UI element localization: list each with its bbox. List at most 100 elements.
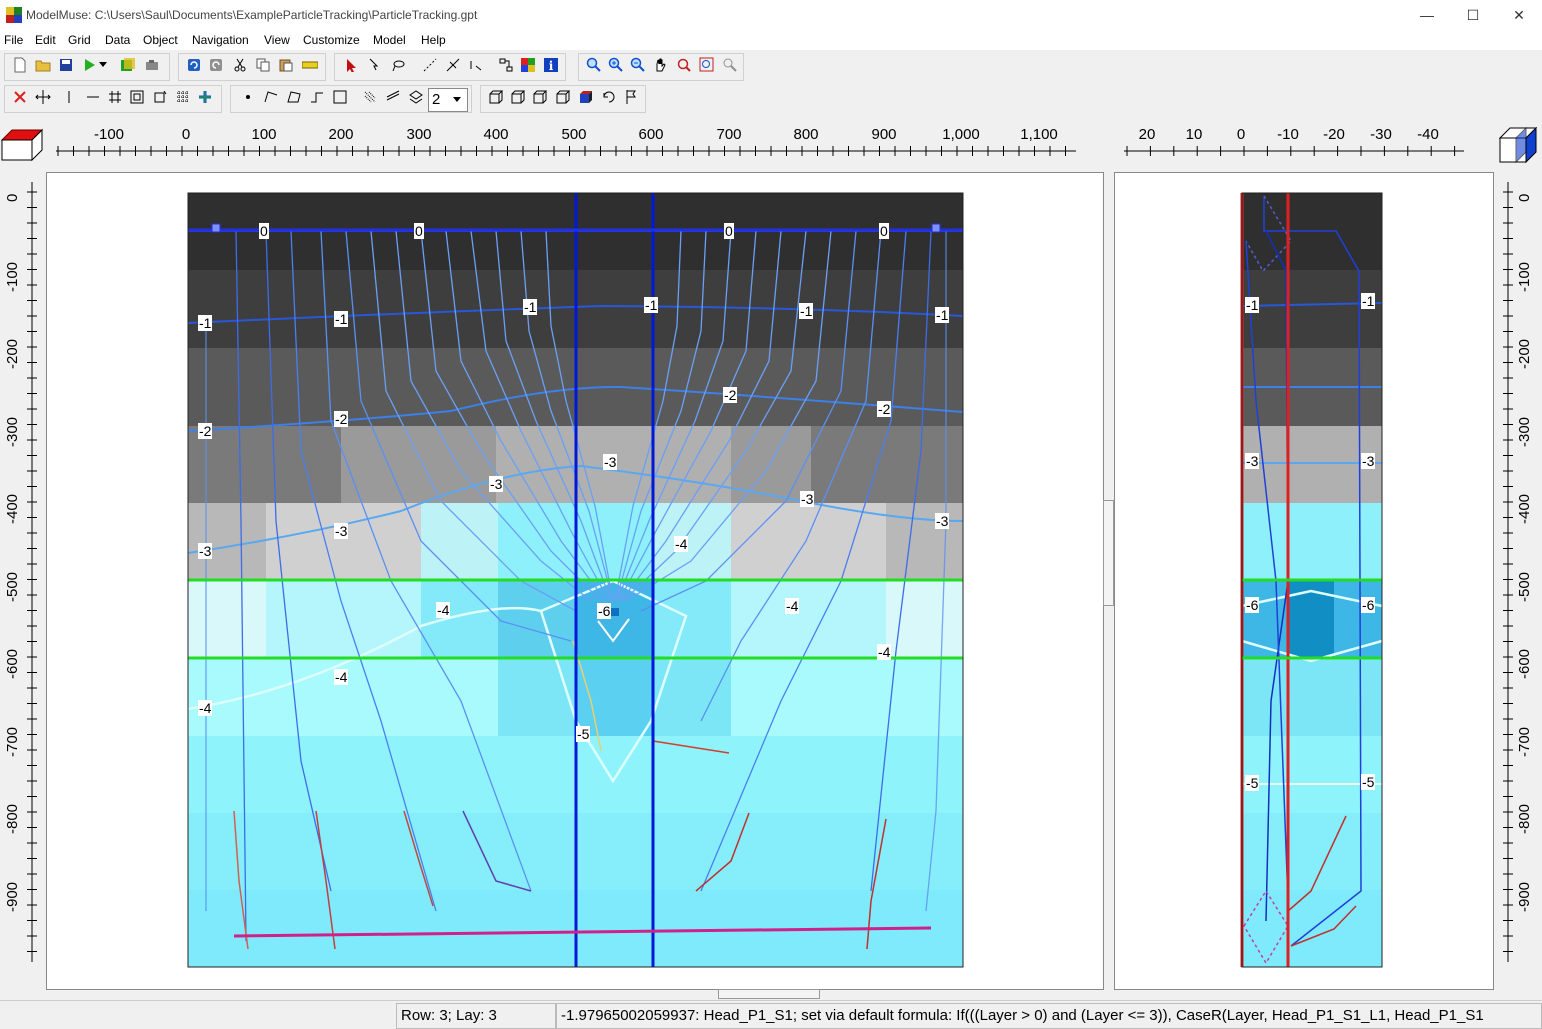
delete-grid-line-button[interactable] <box>9 86 31 108</box>
view-splitter[interactable] <box>1103 500 1114 606</box>
cut-button[interactable] <box>229 54 251 76</box>
open-file-button[interactable] <box>32 54 54 76</box>
select-point-button[interactable] <box>364 54 386 76</box>
side-view-button[interactable] <box>529 86 551 108</box>
side-view-canvas[interactable] <box>1115 173 1493 989</box>
bottom-splitter[interactable] <box>718 989 820 999</box>
ruler-label: 100 <box>251 126 277 143</box>
layer-spin-box[interactable]: 2 <box>428 88 468 112</box>
lasso-button[interactable] <box>387 54 409 76</box>
3d-view-button[interactable] <box>552 86 574 108</box>
save-button[interactable] <box>55 54 77 76</box>
smooth-grid-button[interactable] <box>172 86 194 108</box>
insert-vertex-icon <box>423 58 437 72</box>
rotate-view-button[interactable] <box>598 86 620 108</box>
side-view-cube-indicator[interactable] <box>1494 118 1540 170</box>
ruler-label: -700 <box>1516 726 1533 757</box>
top-view-button[interactable] <box>485 86 507 108</box>
menu-customize[interactable]: Customize <box>303 33 360 47</box>
add-grid-button[interactable] <box>194 86 216 108</box>
zoom-disabled-button[interactable] <box>719 54 741 76</box>
restore-view-button[interactable] <box>696 54 718 76</box>
create-line-button[interactable] <box>260 86 282 108</box>
flag-button[interactable] <box>621 86 643 108</box>
undo-button[interactable] <box>183 54 205 76</box>
close-icon: ✕ <box>1513 6 1525 23</box>
vertex-handle[interactable] <box>211 223 221 233</box>
menu-view[interactable]: View <box>264 33 290 47</box>
side-view-panel[interactable]: -1 -1 -3 -3 -6 -6 -5 -5 <box>1114 172 1494 990</box>
smooth-grid-icon <box>177 91 189 103</box>
pan-button[interactable] <box>650 54 672 76</box>
menu-data[interactable]: Data <box>105 33 131 47</box>
menu-grid[interactable]: Grid <box>68 33 91 47</box>
move-grid-line-button[interactable] <box>32 86 54 108</box>
menu-edit[interactable]: Edit <box>35 33 56 47</box>
edit-toolbar <box>178 53 326 81</box>
selection-toolbar: i <box>334 53 566 81</box>
select-cells-button[interactable] <box>359 86 381 108</box>
cells-icon <box>364 91 376 103</box>
zoom-in-button[interactable] <box>605 54 627 76</box>
top-ruler: -100 0 100 200 300 400 500 600 700 800 9… <box>46 118 1102 168</box>
insert-vertex-button[interactable] <box>419 54 441 76</box>
paste-button[interactable] <box>275 54 297 76</box>
minimize-button[interactable]: — <box>1404 0 1450 30</box>
contour-label: -1 <box>334 311 349 327</box>
redo-button[interactable] <box>205 54 227 76</box>
front-view-panel[interactable]: 0 0 0 0 -1 -1 -1 -1 -1 -1 -2 -2 -2 -2 -3… <box>46 172 1104 990</box>
model-viewer-button[interactable] <box>141 54 163 76</box>
run-model-button[interactable] <box>79 54 101 76</box>
edit-objects-button[interactable] <box>495 54 517 76</box>
add-vertical-line-button[interactable] <box>58 86 80 108</box>
front-view-cube-indicator[interactable] <box>0 118 46 170</box>
ruler-label: 900 <box>871 126 897 143</box>
magenta-object-line[interactable] <box>233 926 932 938</box>
create-point-button[interactable] <box>237 86 259 108</box>
select-objects-button[interactable] <box>341 54 363 76</box>
rotate-grid-button[interactable] <box>149 86 171 108</box>
new-file-button[interactable] <box>9 54 31 76</box>
export-model-button[interactable] <box>117 54 139 76</box>
color-grid-button[interactable] <box>517 54 539 76</box>
zoom-extents-button[interactable] <box>673 54 695 76</box>
run-dropdown-button[interactable] <box>97 54 109 76</box>
maximize-button[interactable]: ☐ <box>1450 0 1496 30</box>
rearrange-button[interactable] <box>465 54 487 76</box>
contour-label: -1 <box>935 307 950 323</box>
copy-button[interactable] <box>252 54 274 76</box>
ruler-label: -600 <box>1516 648 1533 679</box>
menu-navigation[interactable]: Navigation <box>192 33 249 47</box>
menu-object[interactable]: Object <box>143 33 178 47</box>
measure-button[interactable] <box>299 54 321 76</box>
show-info-button[interactable]: i <box>540 54 562 76</box>
generate-grid-button[interactable] <box>126 86 148 108</box>
ruler-label: 10 <box>1185 126 1203 143</box>
front-view-canvas[interactable] <box>47 173 1103 989</box>
contour-label: -3 <box>603 454 618 470</box>
menu-file[interactable]: File <box>4 33 24 47</box>
front-view-button[interactable] <box>507 86 529 108</box>
color-cube-button[interactable] <box>575 86 597 108</box>
create-straight-line-button[interactable] <box>306 86 328 108</box>
grid-spacing-button[interactable] <box>104 86 126 108</box>
vertex-handle[interactable] <box>931 223 941 233</box>
close-button[interactable]: ✕ <box>1496 0 1542 30</box>
zoom-button[interactable] <box>583 54 605 76</box>
menu-help[interactable]: Help <box>421 33 446 47</box>
menu-model[interactable]: Model <box>373 33 406 47</box>
delete-segment-button[interactable] <box>442 54 464 76</box>
create-rectangle-button[interactable] <box>329 86 351 108</box>
well-marker[interactable] <box>611 608 619 616</box>
contour-label: -1 <box>198 315 213 331</box>
hand-icon <box>656 58 666 72</box>
select-layer-button[interactable] <box>405 86 427 108</box>
rotate-icon <box>603 91 615 103</box>
contour-label: -1 <box>1361 293 1376 309</box>
zoom-out-button[interactable] <box>627 54 649 76</box>
select-row-button[interactable] <box>382 86 404 108</box>
row-icon <box>386 90 400 101</box>
contour-label: -2 <box>334 411 349 427</box>
create-polygon-button[interactable] <box>283 86 305 108</box>
add-horizontal-line-button[interactable] <box>82 86 104 108</box>
